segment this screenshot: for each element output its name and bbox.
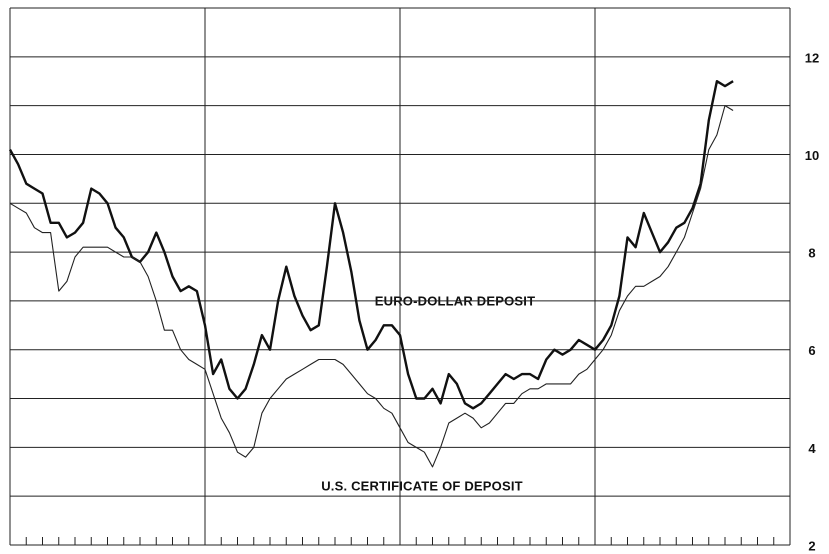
line-series <box>8 80 734 410</box>
y-tick-label: 4 <box>808 441 816 456</box>
y-tick-label: 6 <box>808 343 815 358</box>
y-tick-label: 10 <box>805 148 819 163</box>
series-annotation: U.S. CERTIFICATE OF DEPOSIT <box>321 478 523 493</box>
y-tick-label: 8 <box>808 246 815 261</box>
y-tick-label: 2 <box>808 538 815 553</box>
y-tick-label: 12 <box>805 50 819 65</box>
line-series <box>9 105 734 468</box>
